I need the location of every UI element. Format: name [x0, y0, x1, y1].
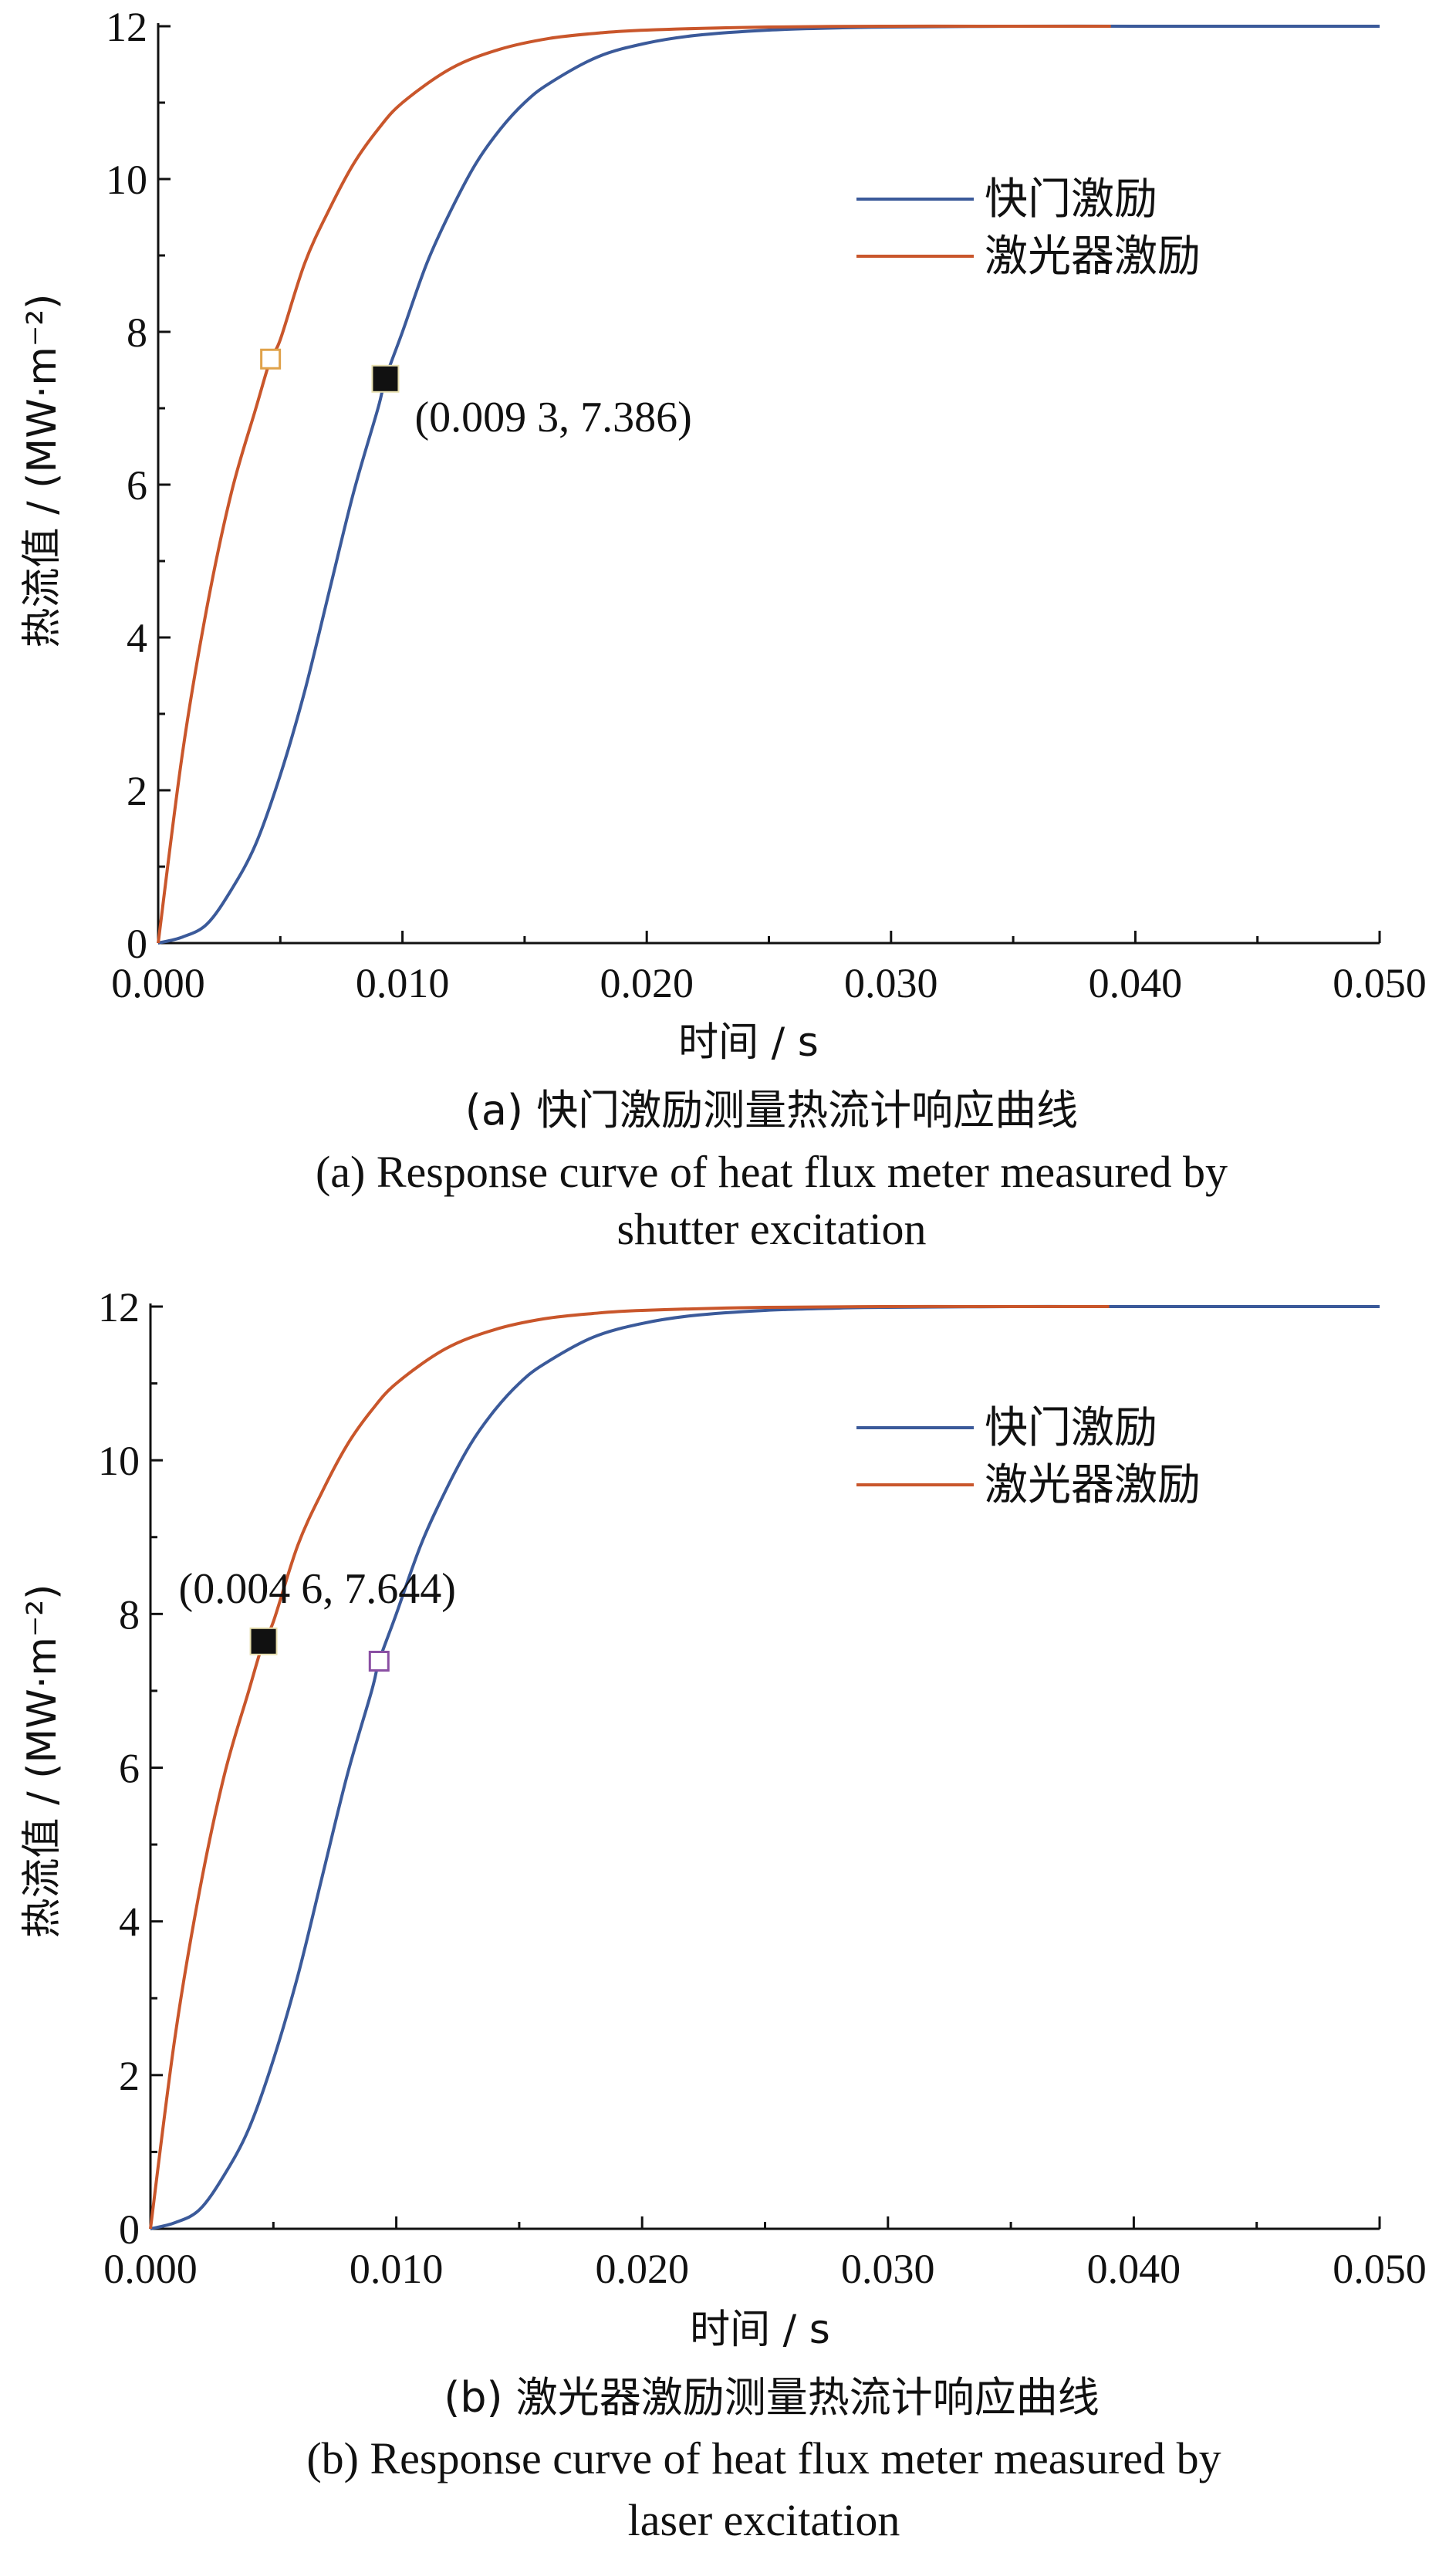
panel-a: 0.000 0.010 0.020 0.030 0.040 0.050 0 2 4 6 8 10 12 快… [19, 4, 1427, 1254]
y-tick-label-a: 0 [127, 921, 147, 967]
hollow-marker-a [260, 348, 282, 370]
caption-en-b-line2: laser excitation [628, 2495, 900, 2545]
x-tick-label-b: 0.020 [595, 2246, 689, 2292]
legend-label-a-0: 快门激励 [985, 174, 1157, 225]
y-tick-label-a: 12 [106, 4, 147, 50]
x-tick-label-a: 0.030 [844, 960, 938, 1006]
highlight-marker-a [371, 364, 400, 393]
series-line-b-0 [150, 1304, 1380, 2230]
y-tick-label-a: 2 [127, 768, 147, 814]
point-annotation-b: (0.004 6, 7.644) [179, 1565, 456, 1613]
x-tick-label-b: 0.000 [103, 2246, 198, 2292]
y-tick-label-b: 4 [119, 1899, 140, 1946]
x-tick-label-b: 0.040 [1087, 2246, 1181, 2292]
y-tick-label-b: 2 [119, 2053, 140, 2099]
caption-zh-b: (b) 激光器激励测量热流计响应曲线 [444, 2373, 1100, 2422]
y-tick-label-a: 4 [127, 615, 147, 661]
y-tick-label-a: 8 [127, 309, 147, 356]
hollow-marker-b [368, 1650, 390, 1672]
x-tick-label-a: 0.010 [356, 960, 450, 1006]
legend-label-a-1: 激光器激励 [985, 232, 1201, 282]
caption-en-a-line2: shutter excitation [617, 1204, 926, 1254]
y-tick-label-b: 6 [119, 1746, 140, 1792]
x-tick-label-a: 0.000 [111, 960, 205, 1006]
highlight-marker-b [249, 1627, 278, 1655]
x-tick-label-a: 0.020 [600, 960, 694, 1006]
x-tick-label-b: 0.010 [350, 2246, 444, 2292]
x-tick-label-b: 0.050 [1333, 2246, 1427, 2292]
y-tick-label-b: 0 [119, 2206, 140, 2253]
point-annotation-a: (0.009 3, 7.386) [414, 394, 691, 441]
series-line-a-0 [157, 24, 1380, 945]
caption-zh-a: (a) 快门激励测量热流计响应曲线 [465, 1086, 1078, 1134]
x-axis-title-a: 时间 / s [678, 1019, 819, 1066]
caption-en-a-line1: (a) Response curve of heat flux meter me… [316, 1147, 1228, 1197]
y-tick-label-b: 12 [98, 1284, 140, 1330]
y-axis-title-a: 热流值 / (MW·m⁻²) [19, 294, 66, 648]
y-tick-label-a: 6 [127, 462, 147, 509]
legend-label-b-1: 激光器激励 [985, 1460, 1201, 1510]
series-line-b-1 [149, 1304, 1110, 2230]
x-tick-label-a: 0.040 [1089, 960, 1183, 1006]
y-tick-label-b: 8 [119, 1591, 140, 1638]
legend-label-b-0: 快门激励 [985, 1403, 1157, 1453]
x-tick-label-a: 0.050 [1333, 960, 1427, 1006]
plot-area-b: 0.000 0.010 0.020 0.030 0.040 0.050 0 2 4 6 8 10 12 快… [98, 1284, 1427, 2292]
x-tick-label-b: 0.030 [841, 2246, 935, 2292]
series-line-a-1 [157, 24, 1111, 944]
plot-area-a: 0.000 0.010 0.020 0.030 0.040 0.050 0 2 4 6 8 10 12 快… [106, 4, 1427, 1006]
y-tick-label-a: 10 [106, 157, 147, 203]
y-axis-title-b: 热流值 / (MW·m⁻²) [19, 1584, 66, 1939]
caption-en-b-line1: (b) Response curve of heat flux meter me… [306, 2433, 1221, 2483]
panel-b: 0.000 0.010 0.020 0.030 0.040 0.050 0 2 4 6 8 10 12 快… [19, 1284, 1427, 2545]
x-axis-title-b: 时间 / s [690, 2307, 830, 2353]
y-tick-label-b: 10 [98, 1438, 140, 1484]
